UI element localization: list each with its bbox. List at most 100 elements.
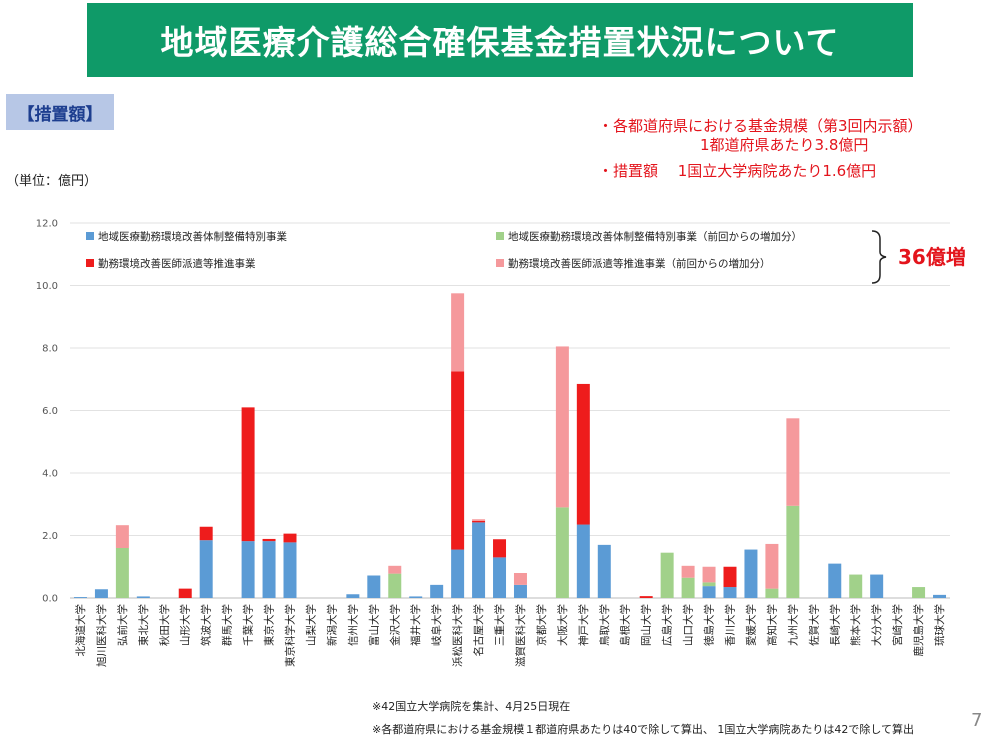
category-label: 弘前大学 bbox=[116, 604, 129, 646]
y-tick-label: 10.0 bbox=[36, 281, 58, 292]
bar-blue-segment bbox=[702, 586, 716, 598]
category-label: 岐阜大学 bbox=[430, 604, 443, 646]
bar-pink-segment bbox=[702, 566, 716, 583]
bar-pink-segment bbox=[451, 293, 465, 372]
bar-green-segment bbox=[555, 507, 569, 598]
legend-swatch bbox=[86, 232, 94, 240]
category-label: 九州大学 bbox=[786, 604, 799, 646]
bar-pink-segment bbox=[555, 346, 569, 508]
category-label: 島根大学 bbox=[619, 604, 632, 646]
bar-pink-segment bbox=[681, 565, 695, 578]
category-label: 岡山大学 bbox=[640, 604, 653, 646]
bar-red-segment bbox=[472, 520, 486, 523]
section-tag: 【措置額】 bbox=[6, 94, 114, 130]
bar-blue-segment bbox=[513, 584, 527, 598]
category-label: 宮崎大学 bbox=[891, 604, 904, 646]
bar-green-segment bbox=[681, 577, 695, 598]
category-label: 東北大学 bbox=[137, 604, 150, 646]
bar-blue-segment bbox=[199, 540, 213, 598]
increase-label: 36億増 bbox=[898, 245, 966, 269]
footnote-2: ※各都道府県における基金規模１都道府県あたりは40で除して算出、 1国立大学病院… bbox=[372, 723, 915, 736]
bar-red-segment bbox=[262, 538, 276, 542]
bar-blue-segment bbox=[241, 541, 255, 598]
category-label: 徳島大学 bbox=[703, 604, 716, 646]
bar-blue-segment bbox=[367, 575, 381, 598]
category-label: 大阪大学 bbox=[556, 604, 569, 646]
bar-blue-segment bbox=[430, 584, 444, 598]
category-label: 名古屋大学 bbox=[472, 604, 485, 657]
bar-green-segment bbox=[786, 505, 800, 598]
bar-red-segment bbox=[493, 539, 507, 558]
category-label: 山梨大学 bbox=[304, 604, 317, 646]
bar-red-segment bbox=[451, 371, 465, 550]
note-prefecture-fund: ・各都道府県における基金規模（第3回内示額） bbox=[598, 117, 923, 135]
bar-pink-segment bbox=[115, 525, 129, 548]
category-label: 三重大学 bbox=[493, 604, 506, 646]
category-label: 広島大学 bbox=[661, 604, 674, 646]
bar-blue-segment bbox=[597, 544, 611, 598]
category-label: 浜松医科大学 bbox=[451, 604, 464, 667]
bar-red-segment bbox=[576, 383, 590, 525]
category-label: 山口大学 bbox=[682, 604, 695, 646]
bar-pink-segment bbox=[513, 573, 527, 585]
category-label: 筑波大学 bbox=[200, 604, 213, 646]
bar-blue-segment bbox=[94, 589, 108, 598]
legend-label: 勤務環境改善医師派遣等推進事業（前回からの増加分） bbox=[508, 257, 771, 270]
bar-red-segment bbox=[178, 588, 192, 598]
bar-blue-segment bbox=[73, 597, 87, 598]
bar-blue-segment bbox=[870, 574, 884, 598]
bar-blue-segment bbox=[451, 549, 465, 598]
category-label: 神戸大学 bbox=[577, 604, 590, 646]
bar-green-segment bbox=[849, 574, 863, 598]
category-label: 滋賀医科大学 bbox=[514, 604, 527, 667]
bar-blue-segment bbox=[472, 522, 486, 598]
legend-swatch bbox=[496, 232, 504, 240]
legend-swatch bbox=[86, 259, 94, 267]
bar-green-segment bbox=[912, 587, 926, 598]
category-label: 秋田大学 bbox=[158, 604, 171, 646]
category-label: 長崎大学 bbox=[828, 604, 841, 646]
category-label: 旭川医科大学 bbox=[95, 604, 108, 667]
bar-pink-segment bbox=[472, 519, 486, 521]
category-label: 高知大学 bbox=[765, 604, 778, 646]
category-label: 京都大学 bbox=[535, 604, 548, 646]
legend-swatch bbox=[496, 259, 504, 267]
category-label: 千葉大学 bbox=[242, 604, 255, 646]
category-label: 大分大学 bbox=[870, 604, 883, 646]
category-label: 群馬大学 bbox=[221, 604, 234, 646]
bar-blue-segment bbox=[409, 596, 423, 598]
bracket-icon bbox=[871, 230, 887, 284]
page-title: 地域医療介護総合確保基金措置状況について bbox=[160, 23, 840, 62]
category-label: 金沢大学 bbox=[388, 604, 401, 646]
category-label: 琉球大学 bbox=[933, 604, 946, 646]
y-tick-label: 0.0 bbox=[42, 594, 58, 605]
bar-blue-segment bbox=[136, 596, 150, 598]
category-label: 鹿児島大学 bbox=[912, 604, 925, 657]
bar-red-segment bbox=[283, 533, 297, 543]
bar-blue-segment bbox=[262, 541, 276, 598]
title-banner: 地域医療介護総合確保基金措置状況について bbox=[87, 3, 913, 77]
bar-green-segment bbox=[115, 548, 129, 598]
footnote-1: ※42国立大学病院を集計、4月25日現在 bbox=[372, 700, 571, 713]
note-hospital-average: ・措置額 1国立大学病院あたり1.6億円 bbox=[598, 162, 877, 180]
category-label: 新潟大学 bbox=[325, 604, 338, 646]
category-label: 愛媛大学 bbox=[744, 604, 757, 646]
bar-blue-segment bbox=[576, 524, 590, 598]
bar-green-segment bbox=[702, 582, 716, 587]
category-label: 熊本大学 bbox=[849, 604, 862, 646]
bar-blue-segment bbox=[933, 594, 947, 598]
y-tick-label: 12.0 bbox=[36, 219, 58, 230]
bar-blue-segment bbox=[828, 563, 842, 598]
bar-red-segment bbox=[723, 566, 737, 588]
bar-green-segment bbox=[765, 588, 779, 598]
category-label: 北海道大学 bbox=[74, 604, 87, 657]
bar-blue-segment bbox=[723, 587, 737, 598]
bar-blue-segment bbox=[346, 594, 360, 598]
category-label: 山形大学 bbox=[179, 604, 192, 646]
bar-red-segment bbox=[639, 596, 653, 598]
bar-green-segment bbox=[388, 573, 402, 598]
bar-blue-segment bbox=[493, 557, 507, 598]
category-label: 香川大学 bbox=[724, 604, 737, 646]
category-label: 富山大学 bbox=[367, 604, 380, 646]
